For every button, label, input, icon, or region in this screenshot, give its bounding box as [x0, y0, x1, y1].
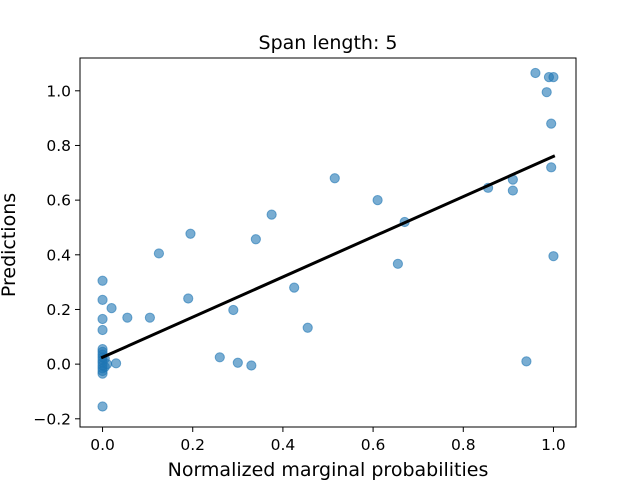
data-point-31 — [289, 282, 300, 293]
data-point-21 — [144, 312, 155, 323]
data-point-3 — [97, 324, 108, 336]
data-point-35 — [392, 258, 403, 269]
data-point-25 — [214, 352, 225, 363]
y-axis-ticks: −0.2 0.0 0.2 0.4 0.6 0.8 1.0 — [33, 82, 80, 428]
data-point-2 — [97, 313, 108, 325]
scatter-points — [97, 67, 559, 412]
y-tick-label: 1.0 — [46, 82, 71, 100]
y-tick-label: 0.6 — [46, 192, 71, 210]
y-tick-label: 0.8 — [46, 137, 71, 155]
y-tick-label: 0.2 — [46, 301, 71, 319]
data-point-44 — [546, 162, 557, 173]
x-tick-label: 0.2 — [180, 436, 205, 454]
data-point-30 — [266, 209, 277, 220]
data-point-40 — [521, 356, 532, 367]
plot-area-frame — [79, 57, 577, 428]
data-point-45 — [546, 118, 557, 129]
x-tick-label: 0.8 — [451, 436, 476, 454]
data-point-17 — [101, 359, 113, 370]
data-point-20 — [122, 312, 133, 323]
y-tick-label: −0.2 — [33, 410, 71, 428]
data-point-34 — [372, 195, 383, 206]
fit-line-layer — [100, 154, 556, 360]
x-tick-label: 1.0 — [541, 436, 566, 454]
data-point-39 — [507, 185, 518, 196]
x-tick-label: 0.0 — [90, 436, 115, 454]
regression-line — [100, 154, 556, 360]
x-axis-label: Normalized marginal probabilities — [168, 459, 489, 480]
data-point-47 — [548, 251, 559, 262]
data-point-28 — [246, 360, 257, 371]
data-point-41 — [530, 67, 541, 79]
x-tick-label: 0.4 — [271, 436, 296, 454]
x-tick-label: 0.6 — [361, 436, 386, 454]
data-point-26 — [228, 304, 239, 316]
chart-title: Span length: 5 — [259, 32, 398, 54]
data-point-23 — [183, 293, 194, 304]
data-point-33 — [329, 173, 340, 184]
data-point-14 — [97, 401, 108, 412]
data-point-0 — [97, 275, 108, 286]
data-point-18 — [106, 303, 117, 314]
y-axis-label: Predictions — [0, 193, 20, 297]
data-point-24 — [185, 228, 196, 239]
data-point-22 — [153, 248, 165, 259]
data-point-1 — [97, 294, 108, 305]
data-point-46 — [548, 72, 559, 83]
data-point-42 — [541, 87, 552, 98]
data-point-19 — [110, 358, 122, 369]
y-tick-label: 0.4 — [46, 246, 71, 264]
x-axis-ticks: 0.0 0.2 0.4 0.6 0.8 1.0 — [90, 427, 566, 454]
data-point-27 — [232, 357, 243, 368]
data-point-32 — [302, 322, 313, 333]
data-point-29 — [250, 234, 261, 245]
y-tick-label: 0.0 — [46, 356, 71, 374]
